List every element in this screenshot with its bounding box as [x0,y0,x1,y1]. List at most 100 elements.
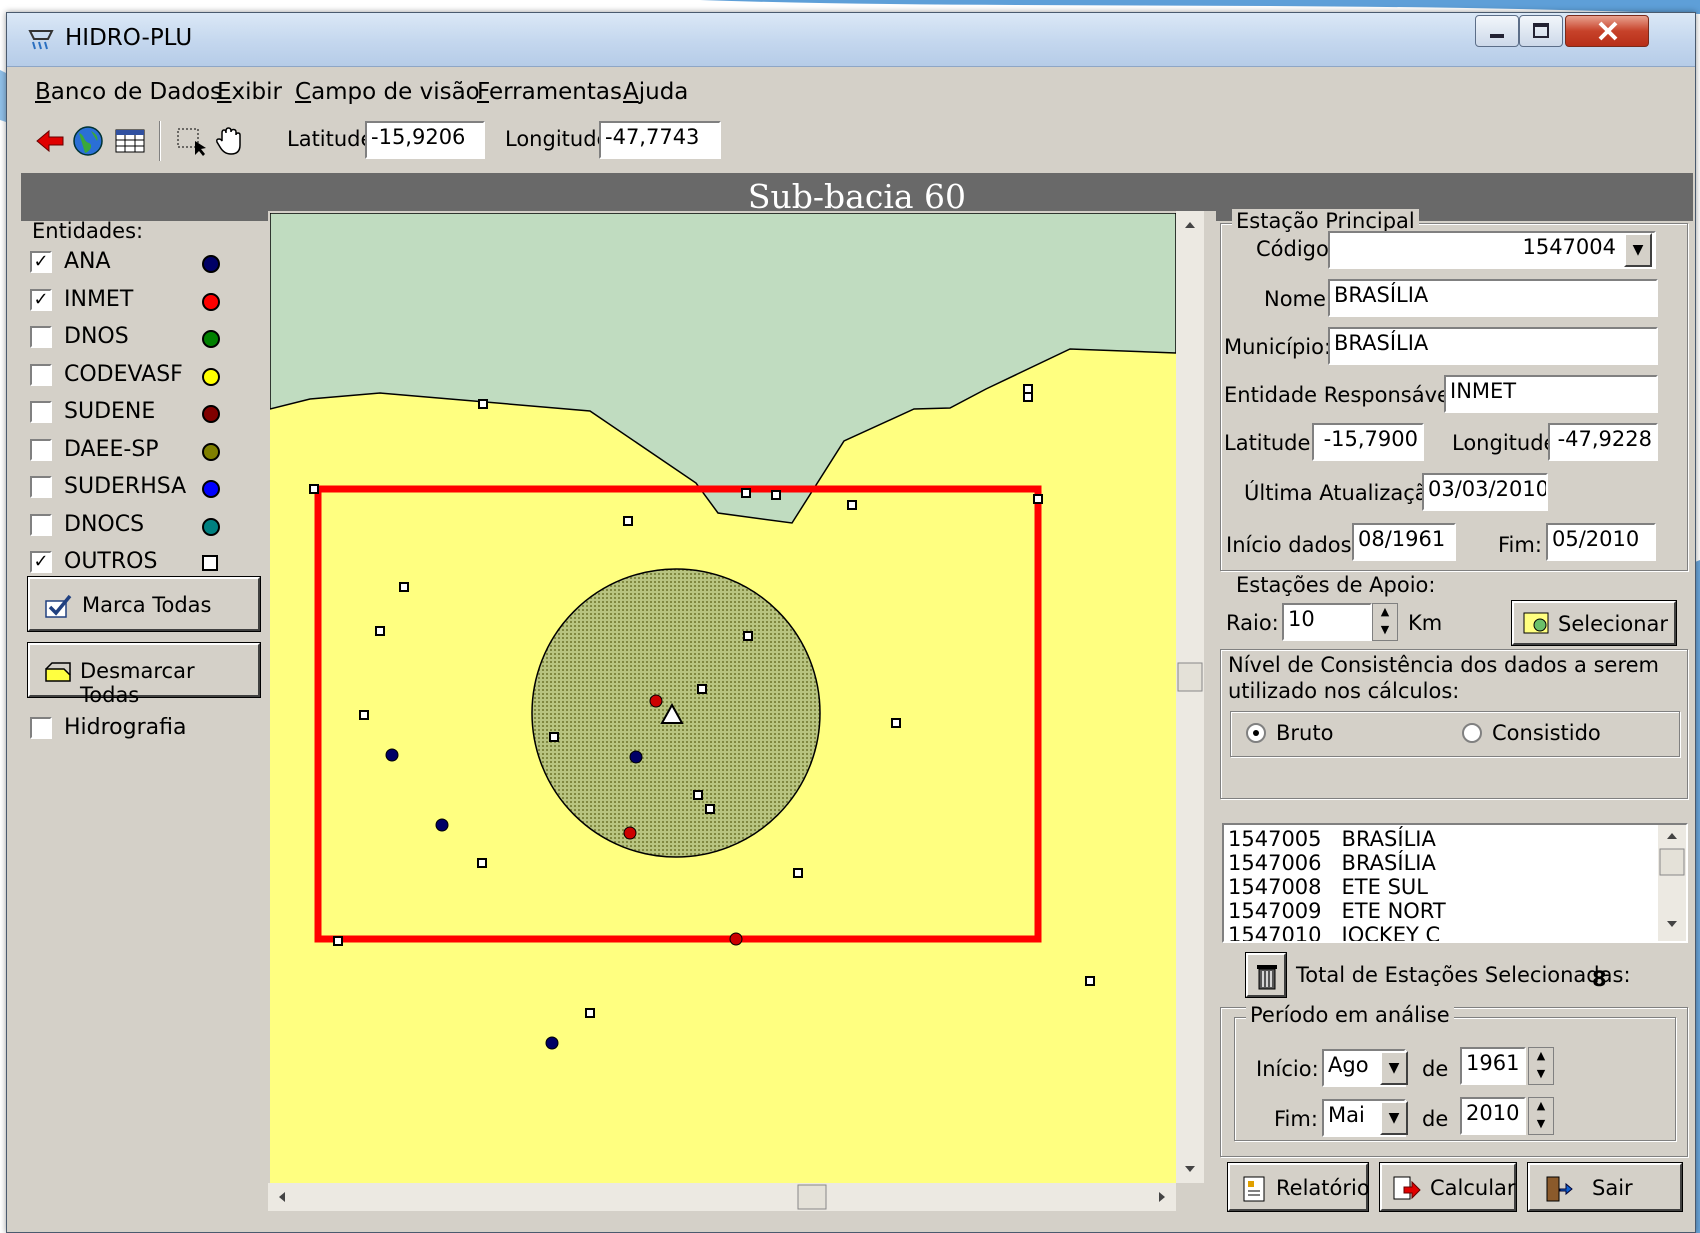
entity-row-inmet[interactable]: ✓ INMET [30,285,270,317]
start-year-field[interactable]: 1961 [1460,1047,1526,1085]
list-item[interactable]: 1547009 ETE NORT [1228,899,1446,923]
list-item[interactable]: 1547008 ETE SUL [1228,875,1428,899]
station-ana[interactable] [629,750,643,764]
entity-checkbox[interactable]: ✓ [30,251,52,273]
globe-icon[interactable] [71,125,105,157]
list-item[interactable]: 1547005 BRASÍLIA [1228,827,1436,851]
station-outros[interactable] [771,490,781,500]
pan-hand-icon[interactable] [213,125,247,157]
menu-ferramentas[interactable]: Ferramentas [477,79,622,105]
toolbar-longitude-field[interactable]: -47,7743 [599,121,721,159]
municipality-field[interactable]: BRASÍLIA [1328,327,1658,365]
station-outros[interactable] [623,516,633,526]
select-area-icon[interactable] [175,125,209,157]
close-button[interactable] [1565,15,1649,47]
station-outros[interactable] [375,626,385,636]
station-outros[interactable] [693,790,703,800]
map-vertical-scrollbar[interactable] [1176,211,1204,1183]
station-outros[interactable] [705,804,715,814]
unmark-all-button[interactable]: Desmarcar Todas [27,642,261,707]
station-outros[interactable] [1085,976,1095,986]
station-outros[interactable] [333,936,343,946]
station-outros[interactable] [743,631,753,641]
station-outros[interactable] [477,858,487,868]
code-select[interactable]: 1547004 [1328,231,1656,269]
station-outros[interactable] [741,488,751,498]
menu-banco-de-dados[interactable]: Banco de Dados [35,79,223,105]
station-ana[interactable] [385,748,399,762]
end-year-field[interactable]: 2010 [1460,1097,1526,1135]
station-outros[interactable] [549,732,559,742]
station-outros[interactable] [359,710,369,720]
list-item[interactable]: 1547010 JOCKEY C [1228,923,1440,941]
code-dropdown-arrow[interactable]: ▼ [1624,233,1652,267]
menu-campo-de-visao[interactable]: Campo de visão [295,79,480,105]
menu-ajuda[interactable]: Ajuda [623,79,689,105]
update-field[interactable]: 03/03/2010 [1422,473,1548,511]
exit-button[interactable]: Sair [1527,1162,1683,1212]
toolbar-latitude-field[interactable]: -15,9206 [365,121,485,159]
main-station-marker[interactable] [660,702,684,724]
station-inmet[interactable] [623,826,637,840]
entity-field[interactable]: INMET [1444,375,1658,413]
map-canvas[interactable] [270,213,1176,1183]
radius-spinner[interactable]: ▲ ▼ [1372,603,1398,641]
raw-radio[interactable] [1246,723,1266,743]
start-year-spinner[interactable]: ▲ ▼ [1528,1047,1554,1085]
entity-checkbox[interactable]: ✓ [30,288,52,311]
map-view[interactable] [268,211,1216,1211]
station-outros[interactable] [891,718,901,728]
station-outros[interactable] [399,582,409,592]
table-icon[interactable] [113,125,147,157]
end-year-spinner[interactable]: ▲ ▼ [1528,1097,1554,1135]
start-field[interactable]: 08/1961 [1352,523,1456,561]
clear-list-button[interactable] [1245,952,1287,998]
support-stations-list[interactable]: 1547005 BRASÍLIA 1547006 BRASÍLIA 1547008 ETE… [1222,823,1688,943]
mark-all-button[interactable]: Marca Todas [27,576,261,632]
list-scrollbar[interactable] [1658,825,1686,941]
entity-row-daee-sp[interactable]: DAEE-SP [30,435,270,467]
station-outros[interactable] [1023,392,1033,402]
entity-row-codevasf[interactable]: CODEVASF [30,360,270,392]
entity-checkbox[interactable] [30,438,52,461]
calculate-button[interactable]: Calcular [1379,1162,1517,1212]
lon-field[interactable]: -47,9228 [1548,423,1658,461]
radius-field[interactable]: 10 [1282,603,1372,641]
map-horizontal-scrollbar[interactable] [268,1183,1176,1211]
station-outros[interactable] [585,1008,595,1018]
menu-exibir[interactable]: Exibir [217,79,282,105]
station-outros[interactable] [1023,384,1033,394]
station-outros[interactable] [309,484,319,494]
entity-checkbox[interactable] [30,401,52,423]
back-arrow-icon[interactable] [33,125,67,157]
station-inmet[interactable] [649,694,663,708]
entity-checkbox[interactable] [30,513,52,536]
end-month-dropdown-arrow[interactable]: ▼ [1380,1101,1408,1135]
entity-row-dnocs[interactable]: DNOCS [30,510,270,542]
station-outros[interactable] [1033,494,1043,504]
entity-checkbox[interactable]: ✓ [30,551,52,573]
entity-row-outros[interactable]: ✓ OUTROS [30,547,270,579]
report-button[interactable]: Relatório [1227,1162,1370,1212]
lat-field[interactable]: -15,7900 [1312,423,1424,461]
list-item[interactable]: 1547006 BRASÍLIA [1228,851,1436,875]
end-field[interactable]: 05/2010 [1546,523,1656,561]
entity-row-sudene[interactable]: SUDENE [30,397,270,429]
entity-checkbox[interactable] [30,476,52,498]
entity-row-dnos[interactable]: DNOS [30,322,270,354]
station-ana[interactable] [545,1036,559,1050]
entity-checkbox[interactable] [30,326,52,348]
select-stations-button[interactable]: Selecionar [1511,600,1677,646]
maximize-button[interactable] [1519,15,1563,47]
hydrography-toggle[interactable]: Hidrografia [30,713,270,745]
consisted-radio[interactable] [1462,723,1482,743]
station-outros[interactable] [478,399,488,409]
entity-checkbox[interactable] [30,363,52,386]
minimize-button[interactable] [1475,15,1519,47]
hydrography-checkbox[interactable] [30,717,52,739]
station-outros[interactable] [697,684,707,694]
station-outros[interactable] [793,868,803,878]
station-ana[interactable] [435,818,449,832]
station-outros[interactable] [847,500,857,510]
entity-row-ana[interactable]: ✓ ANA [30,247,270,279]
